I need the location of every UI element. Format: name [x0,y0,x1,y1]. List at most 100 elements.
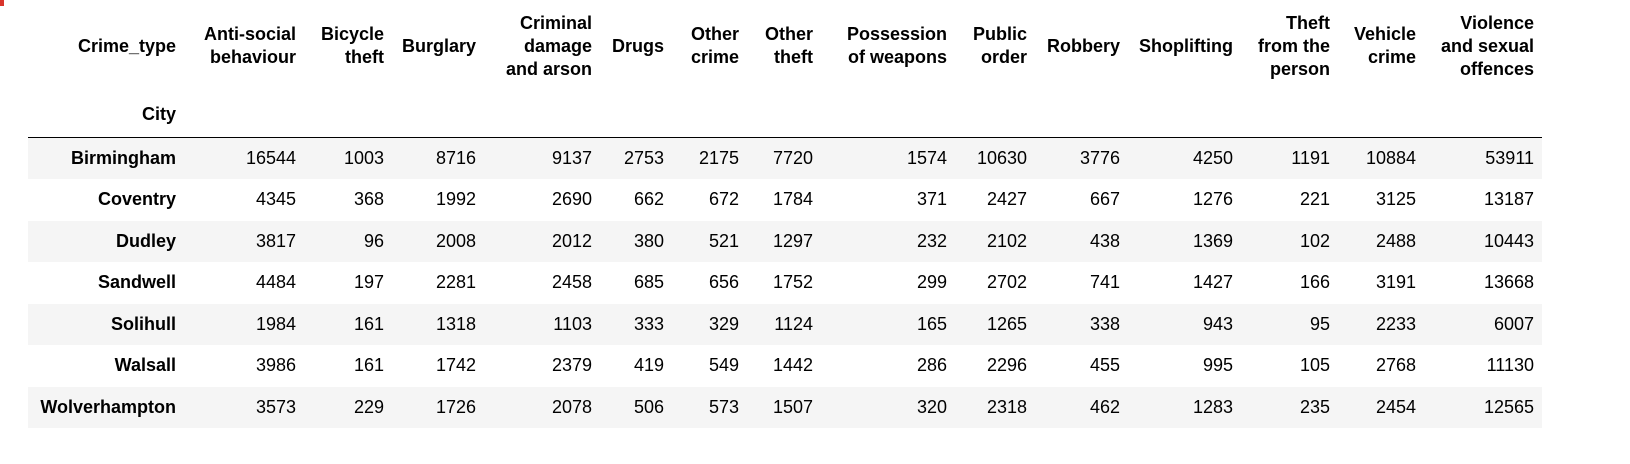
table-cell: 3125 [1375,189,1416,210]
table-cell: 995 [1202,355,1233,376]
table-cell: 1124 [774,313,813,334]
table-cell: 1318 [435,313,476,334]
table-cell: 229 [353,396,384,417]
columns-name-header: Crime_type [77,35,176,56]
table-cell: 2008 [435,230,476,251]
table-cell: 165 [916,313,947,334]
table-cell: 672 [708,189,739,210]
table-row: Sandwell 4484 197 2281 2458 685 656 1752 299 2702… [28,262,1542,304]
table-cell: 1003 [343,148,384,168]
table-cell: 2458 [551,272,592,293]
table-cell: 2702 [986,272,1027,293]
column-header: Possession of weapons [846,24,947,67]
table-cell: 549 [708,355,739,376]
table-cell: 1726 [435,396,476,417]
row-index-label: Dudley [115,230,176,251]
column-header: Anti-social behaviour [203,24,296,67]
table-cell: 371 [916,189,947,210]
table-cell: 105 [1299,355,1330,376]
table-cell: 221 [1299,189,1330,210]
table-cell: 662 [633,189,664,210]
cell-prompt-marker [0,0,4,6]
table-cell: 1369 [1192,230,1233,251]
column-header: Criminal damage and arson [505,12,592,79]
table-cell: 2281 [435,272,476,293]
table-cell: 95 [1309,313,1330,334]
table-cell: 232 [916,230,947,251]
table-cell: 320 [916,396,947,417]
table-cell: 166 [1299,272,1330,293]
table-cell: 368 [353,189,384,210]
table-cell: 656 [708,272,739,293]
table-cell: 2102 [986,230,1027,251]
table-cell: 2012 [551,230,592,251]
table-cell: 521 [708,230,739,251]
table-cell: 4250 [1192,148,1233,168]
table-cell: 1103 [553,313,592,334]
empty-header-cell [672,84,747,138]
row-index-label: Walsall [114,355,176,376]
table-cell: 286 [916,355,947,376]
table-cell: 16544 [245,148,296,168]
table-row: Walsall 3986 161 1742 2379 419 549 1442 286 2296 4… [28,345,1542,387]
table-cell: 7720 [772,148,813,168]
table-cell: 2233 [1375,313,1416,334]
table-row: Dudley 3817 96 2008 2012 380 521 1297 232 2102 438… [28,220,1542,262]
empty-header-cell [955,84,1035,138]
table-cell: 197 [353,272,384,293]
table-cell: 1507 [772,396,813,417]
table-cell: 1784 [772,189,813,210]
table-cell: 4345 [255,189,296,210]
table-cell: 2175 [698,148,739,168]
row-index-label: Coventry [97,189,176,210]
table-cell: 10884 [1365,148,1416,168]
table-cell: 161 [353,355,384,376]
table-cell: 338 [1089,313,1120,334]
table-cell: 1427 [1192,272,1233,293]
row-index-label: Wolverhampton [40,396,176,417]
empty-header-cell [747,84,821,138]
column-header: Bicycle theft [320,24,384,67]
table-cell: 3817 [255,230,296,251]
table-cell: 11130 [1486,355,1534,376]
table-cell: 9137 [551,148,592,168]
table-row: Birmingham 16544 1003 8716 9137 2753 2175 7720 1… [28,137,1542,179]
empty-header-cell [484,84,600,138]
column-header: Theft from the person [1258,12,1330,79]
table-cell: 685 [633,272,664,293]
table-cell: 2488 [1375,230,1416,251]
table-cell: 13668 [1483,272,1534,293]
row-index-label: Solihull [111,313,176,334]
table-cell: 380 [633,230,664,251]
table-cell: 1283 [1192,396,1233,417]
empty-header-cell [392,84,484,138]
table-cell: 1276 [1192,189,1233,210]
empty-header-cell [821,84,955,138]
column-header: Other theft [764,24,813,67]
table-cell: 1442 [772,355,813,376]
table-cell: 1992 [435,189,476,210]
row-index-label: Sandwell [97,272,176,293]
table-cell: 333 [633,313,664,334]
table-cell: 1265 [986,313,1027,334]
table-cell: 1191 [1291,148,1330,168]
table-cell: 2379 [551,355,592,376]
crime-dataframe-table: Crime_type Anti-social behaviour Bicycle… [28,8,1542,428]
table-cell: 13187 [1483,189,1534,210]
table-cell: 1742 [435,355,476,376]
table-cell: 741 [1089,272,1120,293]
index-name-header: City [141,104,176,124]
column-header: Burglary [401,35,476,56]
table-cell: 2753 [623,148,664,168]
empty-header-cell [184,84,304,138]
table-cell: 102 [1299,230,1330,251]
table-cell: 12565 [1483,396,1534,417]
index-header-row: City [28,84,1542,138]
table-body: Birmingham 16544 1003 8716 9137 2753 2175 7720 1… [28,137,1542,428]
table-cell: 573 [708,396,739,417]
table-cell: 438 [1089,230,1120,251]
table-cell: 3776 [1079,148,1120,168]
empty-header-cell [1338,84,1424,138]
empty-header-cell [304,84,392,138]
table-cell: 2427 [986,189,1027,210]
